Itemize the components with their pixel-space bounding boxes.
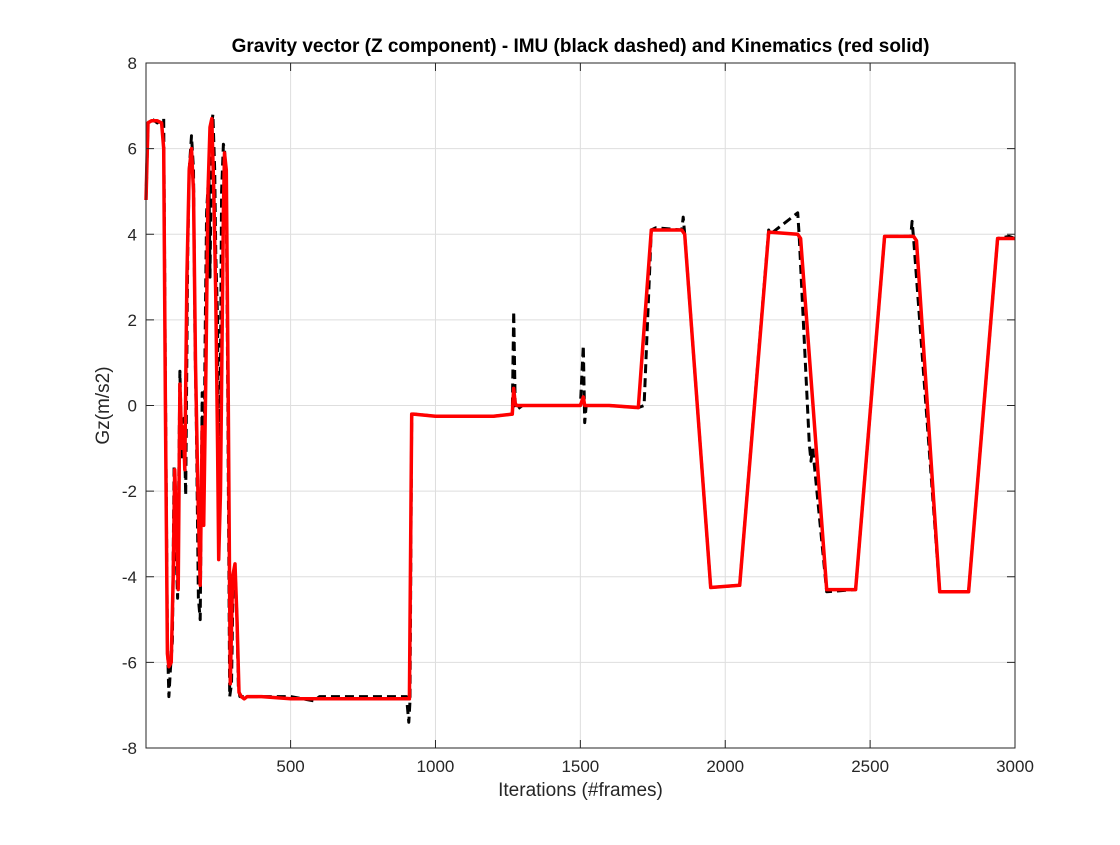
y-tick-label: 2 — [128, 311, 137, 330]
y-tick-label: -2 — [122, 482, 137, 501]
x-axis-label: Iterations (#frames) — [498, 780, 663, 801]
series-layer — [144, 112, 1016, 724]
y-tick-label: -4 — [122, 568, 137, 587]
x-tick-label: 2500 — [851, 757, 889, 776]
y-tick-label: 8 — [128, 54, 137, 73]
x-tick-label: 500 — [276, 757, 304, 776]
y-tick-label: 6 — [128, 140, 137, 159]
y-tick-label: 4 — [128, 225, 137, 244]
y-tick-label: -8 — [122, 739, 137, 758]
y-axis-label: Gz(m/s2) — [93, 366, 114, 444]
y-tick-label: -6 — [122, 653, 137, 672]
x-tick-label: 3000 — [996, 757, 1034, 776]
y-tick-label: 0 — [128, 397, 137, 416]
x-tick-label: 1500 — [561, 757, 599, 776]
ticks: 500 1000 1500 2000 2500 3000 -8 -6 -4 -2 0 2 4 6 8 — [122, 54, 1034, 776]
kinematics-series-line — [144, 116, 1015, 701]
chart-title: Gravity vector (Z component) - IMU (blac… — [232, 36, 930, 57]
x-tick-label: 1000 — [417, 757, 455, 776]
x-tick-label: 2000 — [706, 757, 744, 776]
